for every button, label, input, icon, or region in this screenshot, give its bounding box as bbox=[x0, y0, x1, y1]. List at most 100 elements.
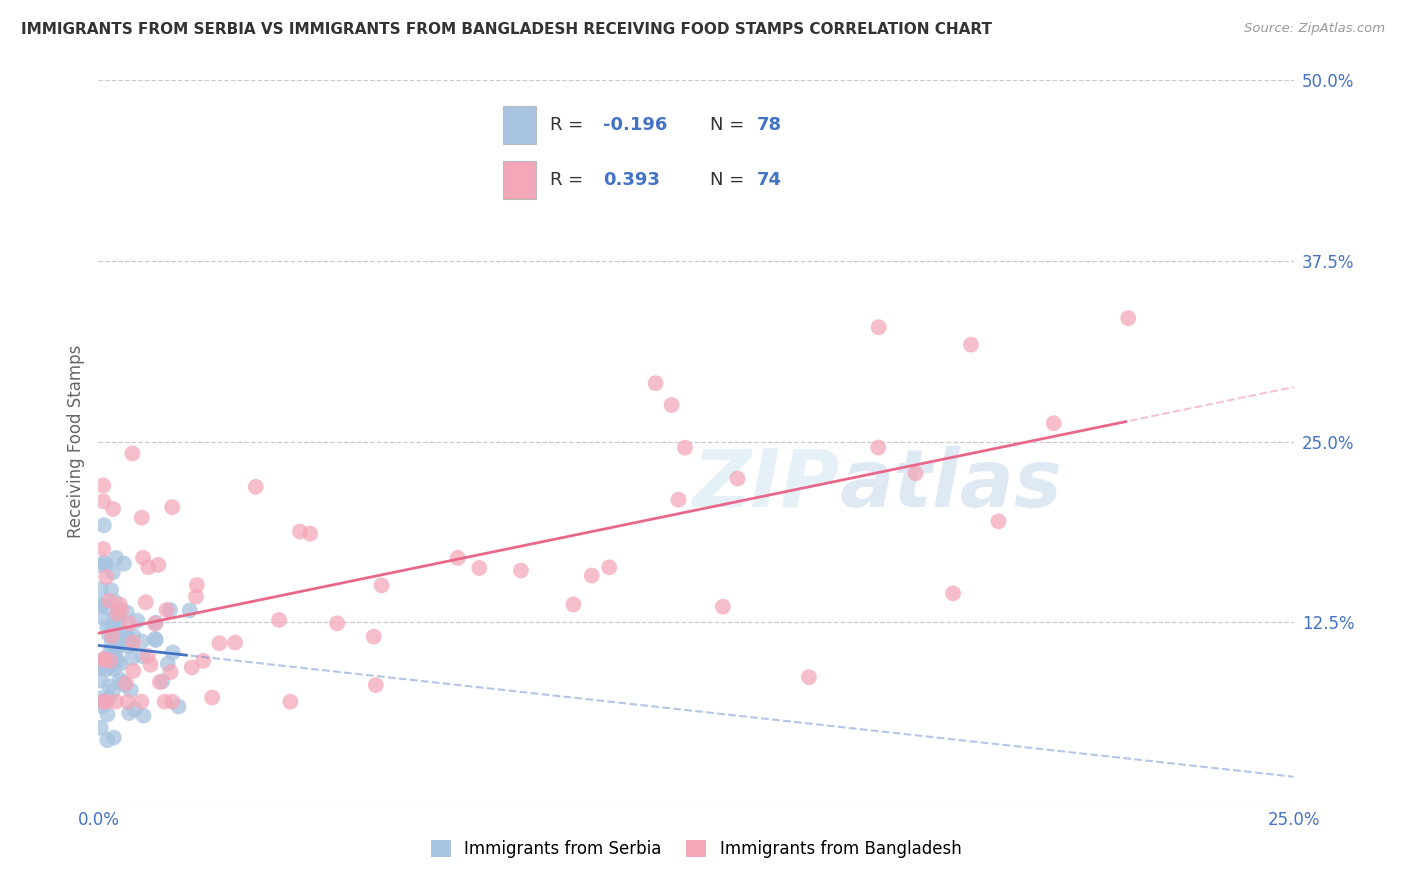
Point bbox=[127, 614, 149, 628]
Point bbox=[98, 679, 121, 693]
Point bbox=[90, 661, 112, 675]
Point bbox=[581, 568, 603, 582]
Point bbox=[191, 654, 214, 668]
Point bbox=[510, 564, 533, 578]
Point bbox=[96, 601, 118, 615]
Point bbox=[101, 566, 124, 580]
Point bbox=[942, 586, 965, 600]
Point bbox=[201, 690, 224, 705]
Point bbox=[364, 678, 387, 692]
Point bbox=[103, 594, 125, 608]
Point bbox=[121, 651, 143, 665]
Point bbox=[101, 684, 124, 698]
Point bbox=[121, 446, 143, 460]
Point bbox=[94, 558, 117, 572]
Point bbox=[224, 635, 246, 649]
Point bbox=[153, 695, 176, 709]
Point bbox=[105, 643, 128, 657]
Point bbox=[131, 634, 153, 648]
Point bbox=[100, 658, 122, 673]
Point bbox=[93, 518, 115, 533]
Point bbox=[100, 635, 122, 649]
Point bbox=[208, 636, 231, 650]
Point bbox=[122, 664, 145, 678]
Point bbox=[90, 721, 112, 735]
Point bbox=[131, 649, 153, 664]
Point bbox=[145, 633, 167, 648]
Point bbox=[711, 599, 734, 614]
Point bbox=[101, 502, 124, 516]
Point bbox=[112, 557, 135, 571]
Point bbox=[97, 627, 120, 641]
Point bbox=[1116, 311, 1139, 326]
Point bbox=[447, 550, 470, 565]
Point bbox=[167, 699, 190, 714]
Point bbox=[103, 613, 125, 627]
Point bbox=[96, 695, 118, 709]
Point bbox=[661, 398, 683, 412]
Point bbox=[90, 599, 112, 613]
Point bbox=[186, 578, 208, 592]
Point bbox=[90, 699, 112, 714]
Point bbox=[363, 630, 385, 644]
Point bbox=[94, 663, 117, 677]
Point bbox=[644, 376, 666, 391]
Point bbox=[93, 556, 115, 570]
Point bbox=[115, 606, 138, 620]
Point bbox=[162, 645, 184, 659]
Point bbox=[105, 607, 128, 621]
Point bbox=[135, 595, 157, 609]
Point bbox=[124, 702, 146, 716]
Point bbox=[132, 708, 155, 723]
Point bbox=[117, 695, 139, 709]
Point bbox=[727, 472, 749, 486]
Point bbox=[180, 660, 202, 674]
Point bbox=[562, 598, 585, 612]
Point bbox=[103, 662, 125, 676]
Point bbox=[288, 524, 311, 539]
Point bbox=[93, 653, 115, 667]
Y-axis label: Receiving Food Stamps: Receiving Food Stamps bbox=[66, 345, 84, 538]
Point bbox=[143, 632, 166, 646]
Point bbox=[155, 603, 177, 617]
Point bbox=[91, 541, 114, 556]
Point bbox=[117, 639, 139, 653]
Point bbox=[101, 652, 124, 666]
Point bbox=[115, 676, 138, 690]
Legend: Immigrants from Serbia, Immigrants from Bangladesh: Immigrants from Serbia, Immigrants from … bbox=[422, 832, 970, 867]
Point bbox=[105, 640, 128, 654]
Point bbox=[98, 646, 121, 660]
Point bbox=[90, 673, 112, 688]
Point bbox=[96, 733, 118, 747]
Point bbox=[598, 560, 620, 574]
Point bbox=[904, 467, 927, 481]
Point bbox=[108, 598, 131, 612]
Point bbox=[91, 695, 114, 709]
Point bbox=[245, 480, 267, 494]
Point bbox=[110, 657, 132, 671]
Point bbox=[103, 619, 125, 633]
Point bbox=[98, 653, 121, 667]
Point bbox=[122, 635, 145, 649]
Point bbox=[114, 678, 136, 692]
Point bbox=[149, 675, 172, 690]
Text: ZIP: ZIP bbox=[692, 446, 839, 524]
Point bbox=[280, 695, 302, 709]
Point bbox=[152, 674, 174, 689]
Point bbox=[136, 648, 159, 663]
Point bbox=[104, 649, 127, 664]
Point bbox=[103, 640, 125, 655]
Point bbox=[132, 550, 155, 565]
Point bbox=[100, 657, 122, 671]
Point bbox=[114, 627, 136, 641]
Point bbox=[94, 651, 117, 665]
Point bbox=[96, 570, 118, 584]
Point bbox=[267, 613, 290, 627]
Point bbox=[184, 590, 207, 604]
Text: IMMIGRANTS FROM SERBIA VS IMMIGRANTS FROM BANGLADESH RECEIVING FOOD STAMPS CORRE: IMMIGRANTS FROM SERBIA VS IMMIGRANTS FRO… bbox=[21, 22, 993, 37]
Point bbox=[159, 603, 181, 617]
Point bbox=[91, 695, 114, 709]
Point bbox=[98, 654, 121, 668]
Point bbox=[156, 657, 179, 671]
Point bbox=[115, 626, 138, 640]
